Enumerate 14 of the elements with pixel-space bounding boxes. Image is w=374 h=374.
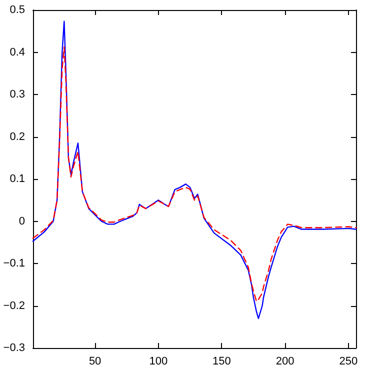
y-tick-label: 0.2 — [10, 130, 25, 143]
x-tick-label: 50 — [88, 356, 102, 368]
x-tick-label: 200 — [276, 356, 294, 368]
y-tick-label: 0.4 — [10, 46, 25, 58]
x-tick-label: 100 — [149, 356, 168, 368]
y-tick-label: −0.1 — [3, 258, 25, 270]
x-tick-label: 250 — [339, 356, 358, 368]
y-tick-label: 0.3 — [10, 88, 25, 100]
y-tick-label: 0 — [18, 215, 25, 228]
y-tick-label: 0.1 — [10, 173, 25, 185]
y-tick-label: 0.5 — [10, 4, 25, 16]
x-tick-label: 150 — [212, 356, 231, 368]
y-tick-label: −0.2 — [3, 300, 25, 312]
y-tick-label: −0.3 — [3, 342, 25, 354]
